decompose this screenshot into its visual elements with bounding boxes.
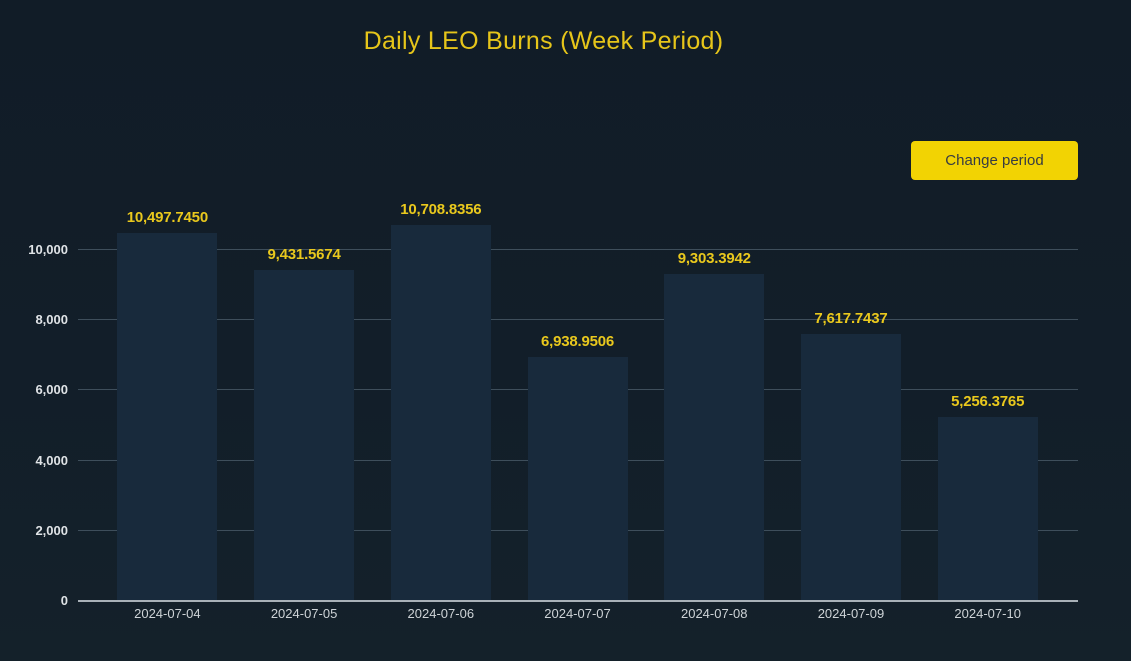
bar-2024-07-08[interactable] <box>664 274 765 601</box>
bar-2024-07-05[interactable] <box>254 269 355 601</box>
bar-2024-07-04[interactable] <box>117 232 218 601</box>
x-axis-labels: 2024-07-04 2024-07-05 2024-07-06 2024-07-07… <box>99 606 1056 621</box>
x-tick-label: 2024-07-05 <box>270 606 338 621</box>
y-tick-label: 0 <box>60 593 68 608</box>
bar-value-label: 9,303.3942 <box>677 250 751 268</box>
bar-2024-07-09[interactable] <box>800 333 901 601</box>
bar-value-label: 10,708.8356 <box>400 201 482 219</box>
gridline <box>78 249 1078 250</box>
change-period-button[interactable]: Change period <box>911 141 1078 180</box>
y-tick-label: 4,000 <box>35 452 68 468</box>
bar-slot: 9,303.3942 <box>646 171 783 601</box>
bar-slot: 6,938.9506 <box>509 171 646 601</box>
bar-slot: 10,708.8356 <box>372 171 509 601</box>
x-tick-label: 2024-07-10 <box>954 606 1021 621</box>
x-axis-line <box>78 600 1078 602</box>
y-tick-label: 2,000 <box>35 522 68 538</box>
bar-2024-07-07[interactable] <box>527 357 628 601</box>
bar-2024-07-06[interactable] <box>390 225 491 601</box>
bar-value-label: 10,497.7450 <box>126 208 208 226</box>
bars-row: 10,497.7450 9,431.5674 10,708.8356 6,938.95… <box>99 171 1056 601</box>
bar-value-label: 5,256.3765 <box>951 392 1025 410</box>
bar-slot: 9,431.5674 <box>236 171 373 601</box>
y-tick-label: 10,000 <box>28 242 68 257</box>
x-tick-label: 2024-07-04 <box>134 606 201 621</box>
x-tick-label: 2024-07-07 <box>544 606 611 621</box>
x-tick-label: 2024-07-09 <box>817 606 885 621</box>
y-tick-label: 8,000 <box>35 312 68 328</box>
chart-title: Daily LEO Burns (Week Period) <box>363 27 724 55</box>
bar-slot: 5,256.3765 <box>919 171 1056 601</box>
bar-2024-07-10[interactable] <box>937 416 1038 601</box>
bar-value-label: 7,617.7437 <box>814 309 888 327</box>
y-tick-label: 6,000 <box>35 382 68 398</box>
x-tick-label: 2024-07-06 <box>407 606 475 621</box>
bar-slot: 10,497.7450 <box>99 171 236 601</box>
bar-value-label: 9,431.5674 <box>267 245 341 263</box>
x-tick-label: 2024-07-08 <box>680 606 748 621</box>
bar-value-label: 6,938.9506 <box>540 333 615 351</box>
gridline <box>78 319 1078 321</box>
bar-slot: 7,617.7437 <box>783 171 920 601</box>
